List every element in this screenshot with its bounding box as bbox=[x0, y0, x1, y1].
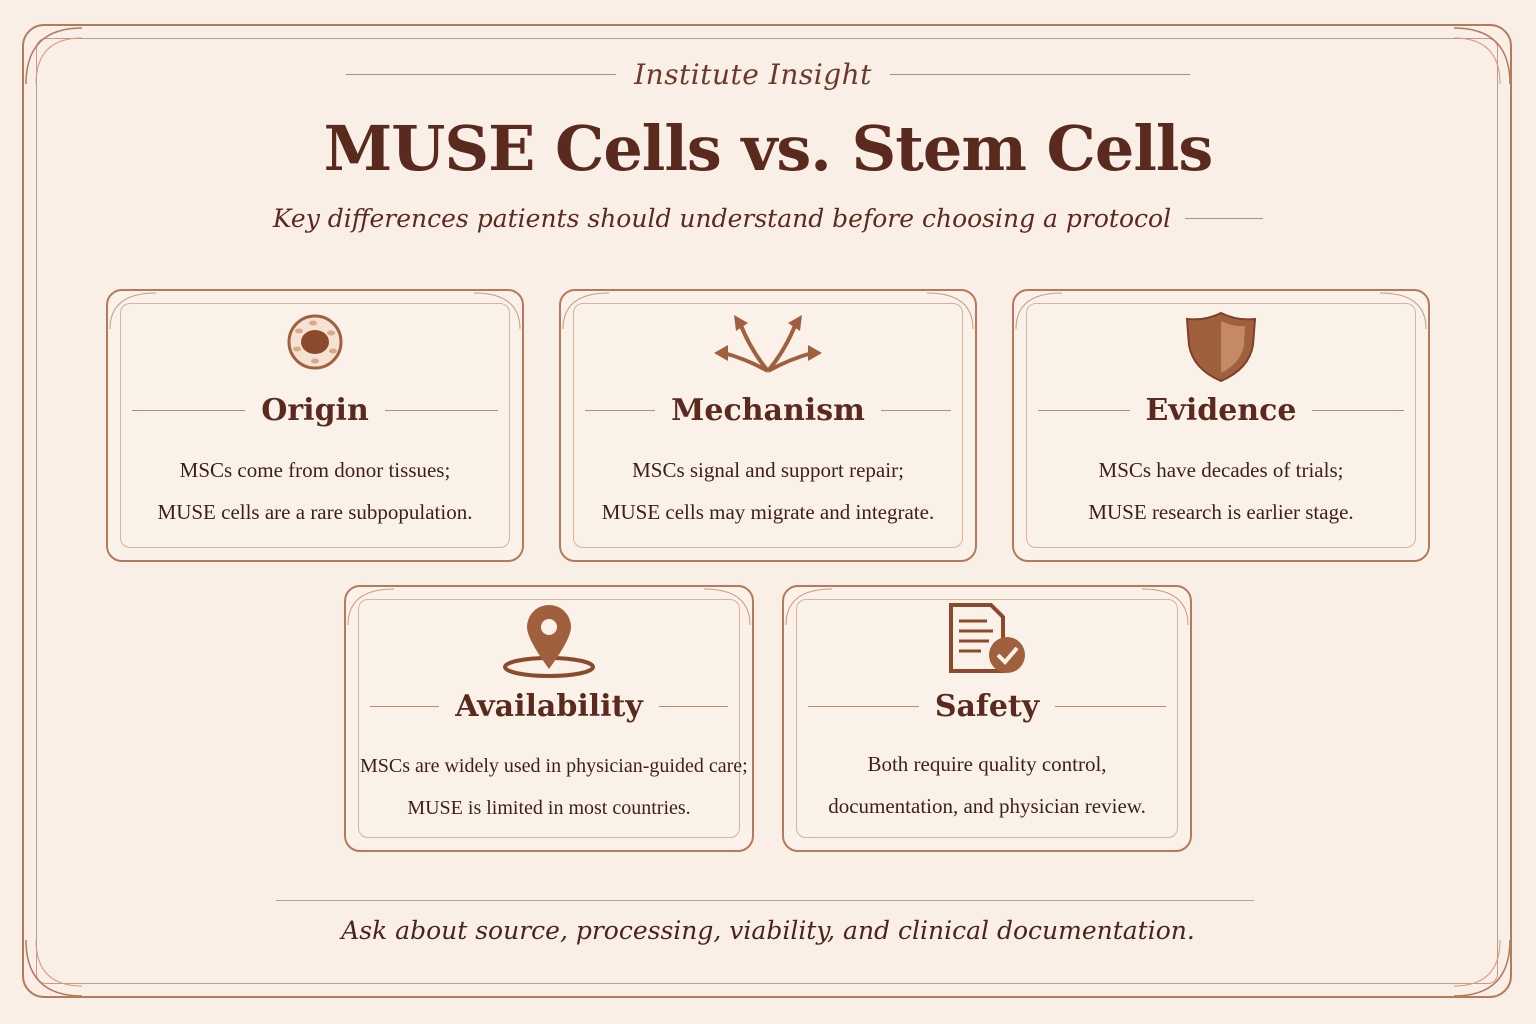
card-heading: Availability bbox=[455, 689, 643, 724]
card-body-line: Both require quality control, bbox=[867, 752, 1107, 776]
corner-ornament-top-left bbox=[22, 24, 92, 94]
divider-line bbox=[384, 410, 498, 411]
card-body: MSCs come from donor tissues; MUSE cells… bbox=[122, 449, 508, 533]
card-heading: Safety bbox=[934, 689, 1040, 724]
card-body: MSCs signal and support repair; MUSE cel… bbox=[575, 449, 961, 533]
shield-icon bbox=[1185, 311, 1257, 383]
card-corner-ornament bbox=[1015, 292, 1063, 330]
card-body-line: documentation, and physician review. bbox=[828, 794, 1146, 818]
card-body: Both require quality control, documentat… bbox=[798, 743, 1176, 827]
card-corner-ornament bbox=[1379, 292, 1427, 330]
divider-line bbox=[1055, 706, 1167, 707]
divider-line bbox=[889, 74, 1190, 75]
card-corner-ornament bbox=[703, 588, 751, 626]
divider-line bbox=[1312, 410, 1404, 411]
card-heading-row: Origin bbox=[132, 393, 498, 428]
card-corner-ornament bbox=[926, 292, 974, 330]
card-corner-ornament bbox=[473, 292, 521, 330]
card-heading-row: Mechanism bbox=[585, 393, 951, 428]
cell-icon bbox=[287, 314, 343, 370]
divider-line bbox=[346, 74, 617, 75]
divider-line bbox=[1038, 410, 1130, 411]
card-inner-border bbox=[358, 599, 740, 838]
card-inner-border bbox=[796, 599, 1178, 838]
card-body-line: MSCs signal and support repair; bbox=[632, 458, 904, 482]
card-heading-row: Evidence bbox=[1038, 393, 1404, 428]
eyebrow-text: Institute Insight bbox=[634, 58, 872, 91]
card-body-line: MUSE is limited in most countries. bbox=[407, 797, 691, 819]
card-body: MSCs are widely used in physician-guided… bbox=[360, 745, 748, 829]
location-pin-icon bbox=[503, 605, 595, 678]
card-inner-border bbox=[1026, 303, 1416, 548]
eyebrow-row: Institute Insight bbox=[0, 58, 1536, 91]
card-heading: Origin bbox=[261, 393, 369, 428]
card-body-line: MUSE cells may migrate and integrate. bbox=[601, 500, 935, 524]
card-body-line: MSCs have decades of trials; bbox=[1098, 458, 1344, 482]
corner-ornament-bottom-left bbox=[22, 930, 92, 1000]
card-body-line: MSCs come from donor tissues; bbox=[179, 458, 451, 482]
divider-line bbox=[1185, 218, 1264, 219]
page-title: MUSE Cells vs. Stem Cells bbox=[323, 112, 1214, 185]
card-origin: Origin MSCs come from donor tissues; MUS… bbox=[106, 289, 524, 562]
card-body-line: MUSE research is earlier stage. bbox=[1088, 500, 1354, 524]
divider-line bbox=[658, 706, 728, 707]
card-body-line: MUSE cells are a rare subpopulation. bbox=[157, 500, 473, 524]
card-evidence: Evidence MSCs have decades of trials; MU… bbox=[1012, 289, 1430, 562]
corner-ornament-top-right bbox=[1444, 24, 1514, 94]
card-availability: Availability MSCs are widely used in phy… bbox=[344, 585, 754, 852]
footer-note: Ask about source, processing, viability,… bbox=[341, 916, 1195, 945]
footer-divider bbox=[276, 900, 1254, 901]
card-heading-row: Availability bbox=[370, 689, 728, 724]
card-corner-ornament bbox=[1141, 588, 1189, 626]
divider-line bbox=[585, 410, 656, 411]
arrows-icon bbox=[714, 315, 822, 373]
card-inner-border bbox=[120, 303, 510, 548]
card-mechanism: Mechanism MSCs signal and support repair… bbox=[559, 289, 977, 562]
outer-frame bbox=[22, 24, 1512, 998]
divider-line bbox=[370, 706, 440, 707]
divider-line bbox=[808, 706, 919, 707]
card-heading: Evidence bbox=[1145, 393, 1297, 428]
card-safety: Safety Both require quality control, doc… bbox=[782, 585, 1192, 852]
card-heading-row: Safety bbox=[808, 689, 1167, 724]
card-corner-ornament bbox=[562, 292, 610, 330]
corner-ornament-bottom-right bbox=[1444, 930, 1514, 1000]
page-subtitle: Key differences patients should understa… bbox=[272, 204, 1172, 233]
card-corner-ornament bbox=[109, 292, 157, 330]
card-corner-ornament bbox=[785, 588, 833, 626]
card-inner-border bbox=[573, 303, 963, 548]
card-body: MSCs have decades of trials; MUSE resear… bbox=[1028, 449, 1414, 533]
document-check-icon bbox=[949, 603, 1025, 673]
inner-frame bbox=[36, 38, 1498, 984]
divider-line bbox=[880, 410, 951, 411]
card-body-line: MSCs are widely used in physician-guided… bbox=[360, 755, 748, 777]
divider-line bbox=[132, 410, 246, 411]
card-heading: Mechanism bbox=[671, 393, 865, 428]
card-corner-ornament bbox=[347, 588, 395, 626]
subtitle-row: Key differences patients should understa… bbox=[0, 204, 1536, 233]
